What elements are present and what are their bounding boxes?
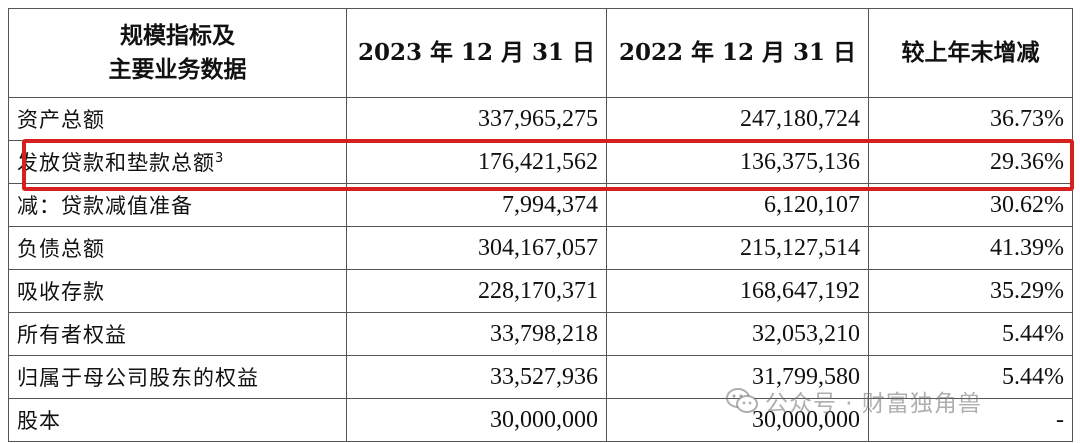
value-2022: 215,127,514 [606,226,869,270]
header-metric-line2: 主要业务数据 [108,56,247,83]
watermark-text: 公众号 · 财富独角兽 [765,391,982,417]
value-2022: 6,120,107 [606,183,869,227]
table-row: 股本 30,000,000 30,000,000 - [8,398,1073,442]
wechat-icon [726,388,758,413]
change-value: 5.44% [868,312,1073,356]
value-2023: 33,798,218 [346,312,607,356]
value-2022: 168,647,192 [606,269,869,313]
value-2023: 304,167,057 [346,226,607,270]
footnote-marker: 3 [215,151,225,166]
change-value: 36.73% [868,97,1073,141]
value-2023: 337,965,275 [346,97,607,141]
row-label: 股本 [8,398,347,442]
value-2022: 247,180,724 [606,97,869,141]
row-label: 减：贷款减值准备 [8,183,347,227]
table-row: 减：贷款减值准备 7,994,374 6,120,107 30.62% [8,183,1073,227]
value-2023: 228,170,371 [346,269,607,313]
change-value: 41.39% [868,226,1073,270]
table-row: 吸收存款 228,170,371 168,647,192 35.29% [8,269,1073,313]
table-row: 资产总额 337,965,275 247,180,724 36.73% [8,97,1073,141]
value-2022: 136,375,136 [606,140,869,184]
header-metric: 规模指标及 主要业务数据 [8,8,347,98]
header-metric-line1: 规模指标及 [120,22,235,49]
row-label: 负债总额 [8,226,347,270]
value-2022: 31,799,580 [606,355,869,399]
row-label-text: 发放贷款和垫款总额 [17,151,215,175]
table-row: 所有者权益 33,798,218 32,053,210 5.44% [8,312,1073,356]
row-label: 发放贷款和垫款总额3 [8,140,347,184]
header-row: 规模指标及 主要业务数据 2023 年 12 月 31 日 2022 年 12 … [8,8,1073,98]
row-label: 吸收存款 [8,269,347,313]
table-row: 发放贷款和垫款总额3 176,421,562 136,375,136 29.36… [8,140,1073,184]
header-2023: 2023 年 12 月 31 日 [346,8,607,98]
financial-metrics-table: 规模指标及 主要业务数据 2023 年 12 月 31 日 2022 年 12 … [8,8,1073,442]
change-value: - [868,398,1073,442]
row-label: 归属于母公司股东的权益 [8,355,347,399]
value-2023: 30,000,000 [346,398,607,442]
watermark: 公众号 · 财富独角兽 [725,384,982,418]
change-value: 30.62% [868,183,1073,227]
change-value: 29.36% [868,140,1073,184]
value-2022: 32,053,210 [606,312,869,356]
change-value: 35.29% [868,269,1073,313]
value-2023: 33,527,936 [346,355,607,399]
row-label: 所有者权益 [8,312,347,356]
header-2022: 2022 年 12 月 31 日 [606,8,869,98]
value-2023: 176,421,562 [346,140,607,184]
header-change: 较上年末增减 [868,8,1073,98]
row-label: 资产总额 [8,97,347,141]
value-2023: 7,994,374 [346,183,607,227]
table-row: 负债总额 304,167,057 215,127,514 41.39% [8,226,1073,270]
